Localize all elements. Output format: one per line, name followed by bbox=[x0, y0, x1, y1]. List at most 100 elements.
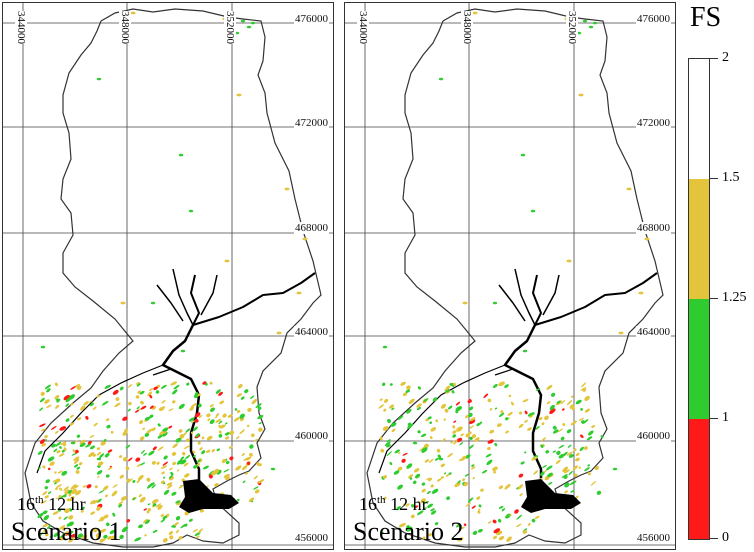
fs-patch bbox=[144, 432, 150, 437]
fs-patch bbox=[209, 404, 214, 408]
fs-patch bbox=[276, 331, 282, 335]
fs-patch bbox=[566, 399, 573, 406]
fs-patch bbox=[201, 436, 205, 440]
fs-patch bbox=[408, 474, 414, 479]
fs-patch bbox=[74, 464, 79, 468]
fs-patch bbox=[578, 466, 581, 469]
y-tick-label: 456000 bbox=[294, 532, 329, 544]
fs-patch bbox=[163, 489, 170, 495]
fs-patch bbox=[438, 77, 444, 81]
fs-patch bbox=[494, 442, 498, 447]
fs-patch bbox=[149, 394, 153, 399]
fs-patch bbox=[166, 482, 173, 486]
fs-patch bbox=[39, 397, 45, 403]
fs-patch bbox=[458, 458, 463, 462]
fs-patch bbox=[498, 485, 503, 490]
fs-patch bbox=[402, 392, 408, 397]
fs-patch bbox=[421, 488, 426, 493]
fs-patch bbox=[244, 389, 249, 394]
fs-patch bbox=[136, 463, 141, 467]
fs-patch bbox=[382, 345, 388, 349]
fs-patch bbox=[405, 503, 410, 507]
fs-patch bbox=[487, 439, 494, 444]
fs-patch bbox=[498, 412, 505, 418]
fs-patch bbox=[296, 291, 302, 295]
fs-patch bbox=[115, 397, 120, 401]
fs-patch bbox=[206, 449, 211, 454]
map-layer bbox=[3, 3, 333, 549]
fs-patch bbox=[270, 467, 276, 471]
fs-patch bbox=[519, 493, 523, 497]
river-line bbox=[200, 274, 218, 316]
fs-patch bbox=[244, 471, 249, 475]
fs-patch bbox=[159, 431, 164, 436]
fs-patch bbox=[421, 447, 428, 453]
fs-patch bbox=[253, 475, 258, 480]
fs-patch bbox=[107, 449, 113, 453]
fs-patch bbox=[459, 442, 464, 446]
fs-patch bbox=[560, 399, 566, 405]
fs-patch bbox=[214, 482, 219, 487]
fs-patch bbox=[229, 430, 235, 436]
fs-patch bbox=[467, 399, 472, 404]
fs-patch bbox=[546, 384, 553, 390]
legend-tick-label: 1.5 bbox=[722, 170, 740, 185]
fs-patch bbox=[460, 433, 465, 437]
fs-patch bbox=[556, 450, 561, 456]
fs-patch bbox=[218, 433, 223, 438]
fs-patch bbox=[40, 500, 47, 504]
fs-patch bbox=[63, 516, 68, 520]
fs-patch bbox=[54, 471, 57, 474]
fs-patch bbox=[228, 446, 233, 449]
fs-patch bbox=[143, 452, 147, 456]
fs-patch bbox=[423, 398, 429, 402]
fs-patch bbox=[175, 500, 181, 504]
fs-patch bbox=[225, 422, 228, 425]
fs-patch bbox=[192, 450, 196, 454]
fs-patch bbox=[151, 461, 156, 465]
fs-patch bbox=[407, 423, 414, 429]
fs-patch bbox=[96, 537, 99, 540]
fs-patch bbox=[44, 495, 49, 499]
fs-patch bbox=[107, 536, 112, 540]
fs-patch bbox=[143, 518, 148, 524]
fs-patch bbox=[97, 461, 104, 466]
fs-patch bbox=[44, 532, 49, 537]
fs-patch bbox=[38, 467, 41, 470]
fs-patch bbox=[302, 237, 308, 241]
fs-patch bbox=[428, 533, 432, 537]
fs-patch bbox=[243, 457, 250, 461]
fs-patch bbox=[383, 408, 387, 412]
fs-patch bbox=[493, 470, 497, 474]
fs-patch bbox=[183, 462, 189, 467]
fs-patch bbox=[568, 470, 573, 476]
fs-patch bbox=[44, 486, 48, 490]
fs-patch bbox=[524, 419, 528, 423]
fs-patch bbox=[122, 416, 128, 421]
fs-patch bbox=[56, 450, 61, 454]
fs-patch bbox=[258, 463, 262, 467]
fs-patch bbox=[139, 436, 145, 441]
fs-patch bbox=[69, 508, 72, 512]
fs-patch bbox=[498, 535, 505, 541]
fs-patch bbox=[546, 465, 553, 471]
fs-patch bbox=[436, 448, 441, 453]
fs-patch bbox=[421, 482, 426, 486]
fs-patch bbox=[237, 498, 240, 502]
fs-patch bbox=[417, 510, 424, 516]
fs-patch bbox=[380, 448, 385, 453]
legend-tick-label: 0 bbox=[722, 530, 729, 545]
fs-patch bbox=[382, 382, 386, 386]
fs-patch bbox=[70, 402, 75, 406]
fs-patch bbox=[547, 472, 553, 478]
fs-patch bbox=[140, 405, 147, 410]
y-tick-label: 460000 bbox=[636, 430, 671, 442]
fs-patch bbox=[584, 408, 591, 413]
fs-patch bbox=[147, 391, 153, 397]
fs-patch bbox=[135, 395, 140, 399]
fs-patch bbox=[40, 345, 46, 349]
fs-patch bbox=[402, 452, 408, 456]
fs-patch bbox=[501, 508, 506, 512]
fs-patch bbox=[242, 480, 246, 484]
fs-patch bbox=[456, 523, 461, 528]
